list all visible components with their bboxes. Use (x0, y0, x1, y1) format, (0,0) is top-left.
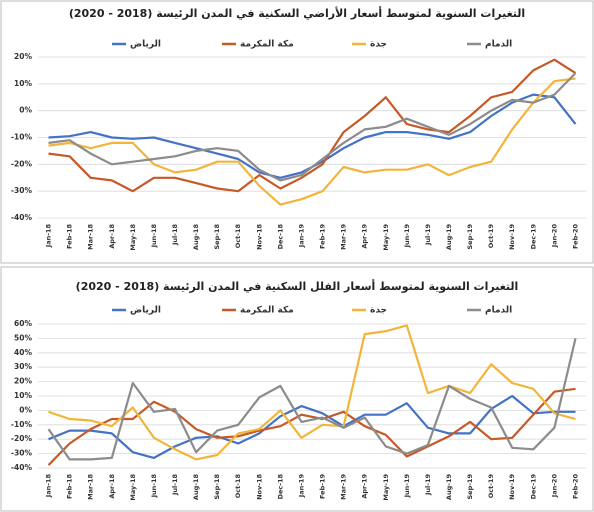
chart-title: التغيرات السنوية لمتوسط أسعار الفلل السك… (76, 279, 519, 293)
legend-label: الرياض (130, 40, 161, 50)
x-tick-label: Feb-18 (66, 474, 74, 499)
y-tick-label: 60% (14, 319, 32, 328)
y-tick-label: -30% (11, 186, 33, 195)
x-tick-label: Dec-18 (276, 474, 284, 500)
x-tick-label: Jun-18 (150, 474, 158, 499)
legend-label: الرياض (130, 306, 161, 316)
x-tick-label: Jul-19 (424, 474, 432, 496)
legend-label: الدمام (485, 40, 512, 50)
legend-label: جدة (370, 306, 387, 316)
x-tick-label: May-18 (129, 224, 137, 251)
legend-label: مكة المكرمة (240, 306, 294, 316)
x-tick-label: Sep-19 (466, 224, 474, 250)
x-tick-label: Apr-19 (361, 224, 369, 249)
y-tick-label: -30% (11, 449, 33, 458)
x-tick-label: Feb-19 (319, 224, 327, 249)
x-tick-label: Aug-18 (192, 224, 200, 251)
x-tick-label: Apr-18 (108, 474, 116, 499)
x-tick-label: Dec-19 (529, 474, 537, 500)
x-tick-label: Aug-19 (445, 224, 453, 251)
y-tick-label: -40% (11, 463, 33, 472)
legend-label: جدة (370, 40, 387, 50)
x-tick-label: Dec-18 (276, 224, 284, 250)
y-tick-label: 0% (19, 405, 32, 414)
x-tick-label: Oct-19 (487, 224, 495, 249)
x-tick-label: Dec-19 (529, 224, 537, 250)
x-tick-label: Oct-18 (234, 224, 242, 249)
x-tick-label: Oct-19 (487, 474, 495, 499)
x-tick-label: Jun-19 (403, 474, 411, 499)
x-tick-label: Jan-19 (297, 224, 305, 249)
y-tick-label: 10% (14, 391, 32, 400)
legend-label: الدمام (485, 306, 512, 316)
x-tick-label: Jul-18 (171, 474, 179, 496)
x-tick-label: Sep-18 (213, 474, 221, 500)
x-tick-label: Jun-18 (150, 224, 158, 249)
x-tick-label: Mar-19 (340, 474, 348, 500)
x-tick-label: Mar-18 (87, 474, 95, 500)
chart-title: التغيرات السنوية لمتوسط أسعار الأراضي ال… (69, 6, 525, 20)
y-tick-label: 20% (14, 52, 32, 61)
series-line (48, 58, 577, 193)
x-tick-label: Sep-18 (213, 224, 221, 250)
x-tick-label: May-18 (129, 474, 137, 501)
x-tick-label: Jun-19 (403, 224, 411, 249)
y-tick-label: -10% (11, 420, 33, 429)
x-tick-label: May-19 (382, 474, 390, 501)
series-line (48, 324, 576, 461)
series-line (48, 77, 576, 206)
series-line (48, 394, 576, 459)
x-tick-label: Jan-18 (45, 474, 53, 499)
x-tick-label: May-19 (382, 224, 390, 251)
x-tick-label: Feb-19 (319, 474, 327, 499)
x-tick-label: Nov-18 (255, 474, 263, 500)
x-tick-label: Jul-18 (171, 224, 179, 246)
series-line (47, 338, 577, 461)
y-tick-label: -20% (11, 434, 33, 443)
frame (0, 266, 594, 512)
x-tick-label: Feb-18 (66, 224, 74, 249)
y-tick-label: 30% (14, 362, 32, 371)
x-tick-label: Mar-18 (87, 224, 95, 250)
series-line (48, 72, 577, 182)
x-tick-label: Jan-20 (550, 224, 558, 249)
series-line (47, 387, 576, 466)
legend-label: مكة المكرمة (240, 40, 294, 50)
y-tick-label: -10% (11, 133, 33, 142)
x-tick-label: Sep-19 (466, 474, 474, 500)
x-tick-label: Jan-20 (550, 474, 558, 499)
x-tick-label: Jan-18 (45, 224, 53, 249)
x-tick-label: Apr-18 (108, 224, 116, 249)
x-tick-label: Aug-18 (192, 474, 200, 501)
x-tick-label: Mar-19 (340, 224, 348, 250)
x-tick-label: Feb-20 (571, 224, 579, 249)
y-tick-label: -20% (11, 159, 33, 168)
x-tick-label: Nov-19 (508, 474, 516, 500)
x-tick-label: Aug-19 (445, 474, 453, 501)
y-tick-label: 40% (14, 348, 32, 357)
x-tick-label: Feb-20 (571, 474, 579, 499)
x-tick-label: Apr-19 (361, 474, 369, 499)
x-tick-label: Nov-19 (508, 224, 516, 250)
x-tick-label: Jul-19 (424, 224, 432, 246)
frame (0, 0, 594, 264)
y-tick-label: 0% (19, 106, 32, 115)
y-tick-label: -40% (11, 213, 33, 222)
x-tick-label: Oct-18 (234, 474, 242, 499)
x-tick-label: Jan-19 (297, 474, 305, 499)
y-tick-label: 20% (14, 377, 32, 386)
y-tick-label: 10% (14, 79, 32, 88)
x-tick-label: Nov-18 (255, 224, 263, 250)
y-tick-label: 50% (14, 333, 32, 342)
